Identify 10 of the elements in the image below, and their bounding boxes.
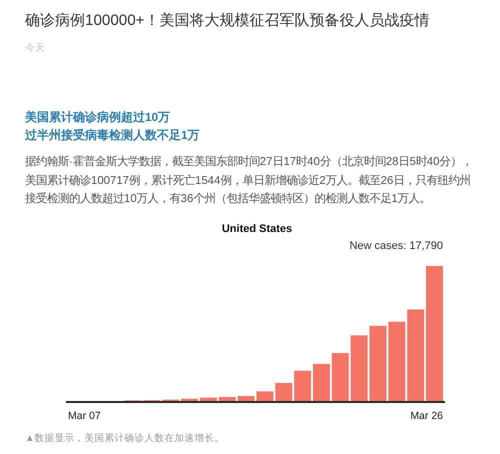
x-tick-label: Mar 07 (68, 410, 101, 422)
text: United States (222, 223, 292, 235)
text: 过半州接受病毒检测人数不足1万 (25, 128, 200, 144)
text: 今天 (25, 42, 45, 55)
x-tick-label: Mar 26 (410, 410, 444, 422)
text: ▲数据显示，美国累计确诊人数在加速增长。 (25, 432, 224, 445)
text: 据约翰斯·霍普金斯大学数据，截至美国东部时间27日17时40分（北京时间28日5时40分），美国累计确诊100717例，累计死亡1544例，单日新增确诊近2万人。截至26日，只有纽约州接受检测的人数超过10万人，有36个州（包括华盛顿特区）的检测人数不足1万人。 (25, 154, 474, 207)
chart-title: 确诊病例100000+！美国将大规模征召军队预备役人员战疫情 (25, 11, 430, 31)
annotation: New cases: 17,790 (349, 240, 443, 252)
text: 美国累计确诊病例超过10万 (25, 110, 170, 126)
